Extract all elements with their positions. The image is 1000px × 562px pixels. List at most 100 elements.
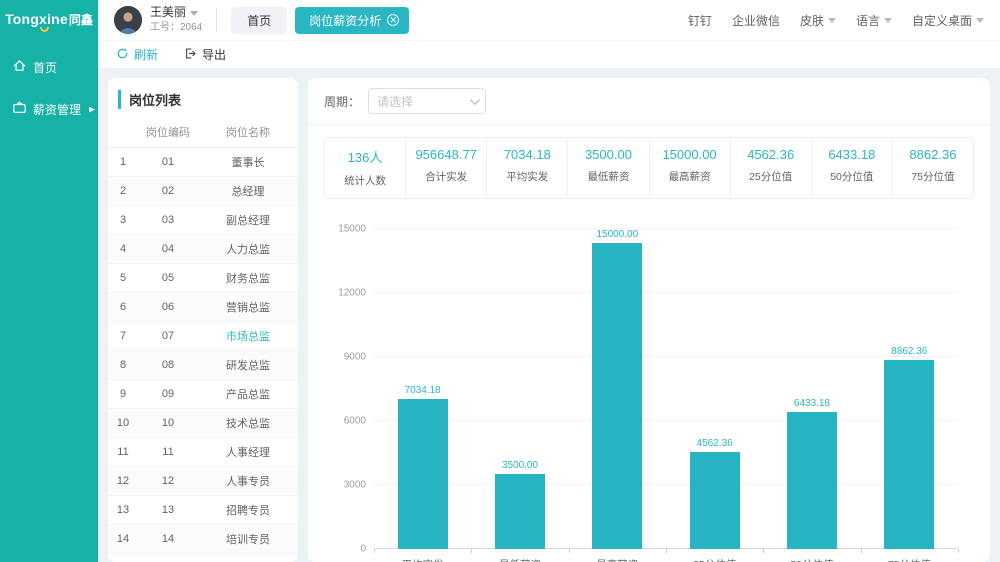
job-name-cell[interactable]: 人事经理 (198, 437, 298, 467)
logo-text-en: Tongxine (5, 11, 68, 27)
chevron-down-icon (190, 10, 199, 16)
bar-1[interactable] (397, 398, 448, 549)
table-row[interactable]: 3 03 副总经理 (108, 205, 298, 235)
job-code-cell: 15 (138, 553, 198, 562)
job-name-cell[interactable]: 营销总监 (198, 292, 298, 322)
job-name-cell[interactable]: 招聘专员 (198, 495, 298, 525)
table-row[interactable]: 13 13 招聘专员 (108, 495, 298, 525)
topbar-link-1[interactable]: 钉钉 (688, 12, 712, 29)
job-code-cell: 14 (138, 524, 198, 554)
stat-value: 136人 (347, 150, 383, 165)
refresh-button[interactable]: 刷新 (116, 46, 158, 63)
job-name-cell[interactable]: 研发总监 (198, 350, 298, 380)
sidebar-nav: 首页 薪资管理 ▶ (0, 46, 98, 130)
y-axis-tick-label: 12000 (338, 287, 366, 299)
job-name-cell[interactable]: 考勤专员 (198, 553, 298, 562)
table-row[interactable]: 11 11 人事经理 (108, 437, 298, 467)
stat-item-8: 8862.36 75分位值 (893, 138, 973, 198)
refresh-label: 刷新 (134, 48, 159, 62)
period-select[interactable]: 请选择 (368, 88, 487, 114)
topbar-link-5[interactable]: 自定义桌面 (912, 12, 984, 29)
topbar-link-3[interactable]: 皮肤 (800, 12, 836, 29)
table-row[interactable]: 9 09 产品总监 (108, 379, 298, 409)
bar-3[interactable] (592, 243, 643, 549)
job-name-cell[interactable]: 副总经理 (198, 205, 298, 235)
table-row[interactable]: 10 10 技术总监 (108, 408, 298, 438)
table-row[interactable]: 5 05 财务总监 (108, 263, 298, 293)
topbar-link-2[interactable]: 企业微信 (732, 12, 780, 29)
job-name-cell[interactable]: 董事长 (198, 147, 298, 177)
stat-label: 50分位值 (830, 171, 874, 183)
export-label: 导出 (202, 48, 227, 62)
stat-item-5: 15000.00 最高薪资 (650, 138, 731, 198)
stat-label: 合计实发 (425, 171, 468, 183)
chevron-down-icon (469, 94, 480, 105)
job-table-header-row: 岗位编码 岗位名称 (108, 117, 298, 148)
user-name: 王美丽 (150, 5, 187, 20)
user-info[interactable]: 王美丽 工号：2064 (150, 5, 202, 34)
job-name-cell[interactable]: 财务总监 (198, 263, 298, 293)
table-row[interactable]: 14 14 培训专员 (108, 524, 298, 554)
bar-2[interactable] (494, 474, 545, 549)
stat-value: 3500.00 (584, 147, 632, 162)
bar-5[interactable] (786, 411, 837, 549)
table-row[interactable]: 7 07 市场总监 (108, 321, 298, 351)
x-axis-tick (958, 549, 959, 553)
stat-item-4: 3500.00 最低薪资 (568, 138, 650, 198)
y-axis-tick-label: 6000 (343, 415, 366, 427)
sidebar-item-salary-management[interactable]: 薪资管理 ▶ (0, 88, 98, 130)
job-name-cell[interactable]: 人事专员 (198, 466, 298, 496)
salary-analysis-panel: 周期： 请选择 136人 统计人数 956648.77 合计实发 7034.18 平均实发… (308, 78, 990, 562)
logo-smile-icon (40, 27, 49, 32)
column-header-name: 岗位名称 (198, 117, 298, 148)
salary-stats-bar: 136人 统计人数 956648.77 合计实发 7034.18 平均实发 3500.00 最… (324, 137, 974, 199)
chart-gridline (374, 484, 958, 485)
period-select-placeholder: 请选择 (377, 94, 414, 109)
tab-label: 岗位薪资分析 (309, 13, 382, 28)
sidebar-item-home[interactable]: 首页 (0, 46, 98, 88)
x-axis-tick (666, 549, 667, 553)
table-row[interactable]: 12 12 人事专员 (108, 466, 298, 496)
chart-gridline (374, 228, 958, 229)
stat-label: 25分位值 (749, 171, 793, 183)
x-axis-category-label: 75分位值 (888, 557, 931, 562)
table-row[interactable]: 8 08 研发总监 (108, 350, 298, 380)
topbar-link-label: 企业微信 (731, 13, 780, 28)
row-index-cell: 15 (108, 553, 138, 562)
export-button[interactable]: 导出 (184, 46, 226, 63)
bar-value-label: 3500.00 (501, 460, 539, 472)
bar-4[interactable] (689, 451, 740, 549)
user-avatar[interactable] (114, 6, 142, 34)
table-row[interactable]: 1515考勤专员 (108, 553, 298, 562)
stat-label: 最高薪资 (668, 171, 711, 183)
job-name-cell[interactable]: 技术总监 (198, 408, 298, 438)
job-name-cell[interactable]: 培训专员 (198, 524, 298, 554)
tab-home[interactable]: 首页 (231, 6, 288, 34)
stat-item-7: 6433.18 50分位值 (812, 138, 893, 198)
x-axis-category-label: 50分位值 (790, 557, 833, 562)
table-row[interactable]: 6 06 营销总监 (108, 292, 298, 322)
table-row[interactable]: 1 01 董事长 (108, 147, 298, 177)
table-row[interactable]: 2 02 总经理 (108, 176, 298, 206)
chart-bars: 7034.18 平均实发 3500.00 最低薪资 15000.00 最高薪资 4562.3… (374, 229, 958, 562)
stat-value: 4562.36 (747, 147, 795, 162)
topbar-link-4[interactable]: 语言 (856, 12, 892, 29)
chart-gridline (374, 356, 958, 357)
job-name-cell[interactable]: 总经理 (198, 176, 298, 206)
table-row[interactable]: 4 04 人力总监 (108, 234, 298, 264)
job-name-cell[interactable]: 产品总监 (198, 379, 298, 409)
job-code-cell: 06 (138, 292, 198, 322)
job-name-cell[interactable]: 人力总监 (198, 234, 298, 264)
topbar-link-label: 皮肤 (799, 13, 824, 28)
stat-item-2: 956648.77 合计实发 (406, 138, 488, 198)
app-logo[interactable]: Tongxine 同鑫 (0, 0, 98, 38)
job-name-cell[interactable]: 市场总监 (198, 321, 298, 351)
job-code-cell: 07 (138, 321, 198, 351)
topbar-link-label: 钉钉 (687, 13, 712, 28)
close-icon[interactable]: ✕ (387, 14, 400, 26)
job-code-cell: 09 (138, 379, 198, 409)
row-index-cell: 2 (108, 176, 138, 206)
bar-value-label: 8862.36 (891, 345, 928, 357)
tab-job-salary-analysis[interactable]: 岗位薪资分析 ✕ (295, 6, 410, 34)
bar-6[interactable] (884, 359, 935, 549)
